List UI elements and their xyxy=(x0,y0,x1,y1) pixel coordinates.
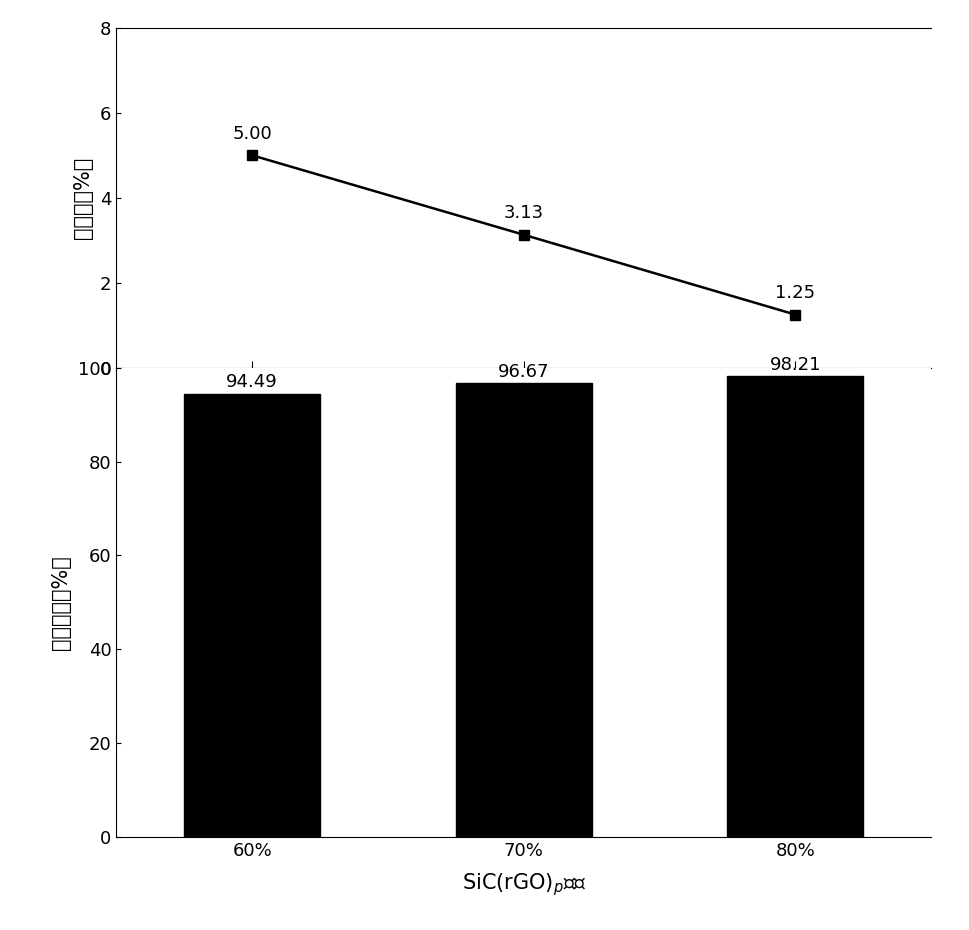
Text: 98.21: 98.21 xyxy=(768,356,821,374)
Y-axis label: 收缩率（%）: 收缩率（%） xyxy=(73,156,93,239)
Bar xyxy=(184,393,320,837)
Y-axis label: 陶瓷产率（%）: 陶瓷产率（%） xyxy=(50,555,71,650)
Text: 5.00: 5.00 xyxy=(233,125,271,142)
X-axis label: SiC(rGO)$_p$含量: SiC(rGO)$_p$含量 xyxy=(461,871,585,897)
Text: 96.67: 96.67 xyxy=(497,363,549,381)
Text: 94.49: 94.49 xyxy=(226,373,278,392)
Text: 1.25: 1.25 xyxy=(774,284,815,302)
Text: 3.13: 3.13 xyxy=(503,204,544,222)
Bar xyxy=(727,376,862,837)
Bar xyxy=(455,383,591,837)
